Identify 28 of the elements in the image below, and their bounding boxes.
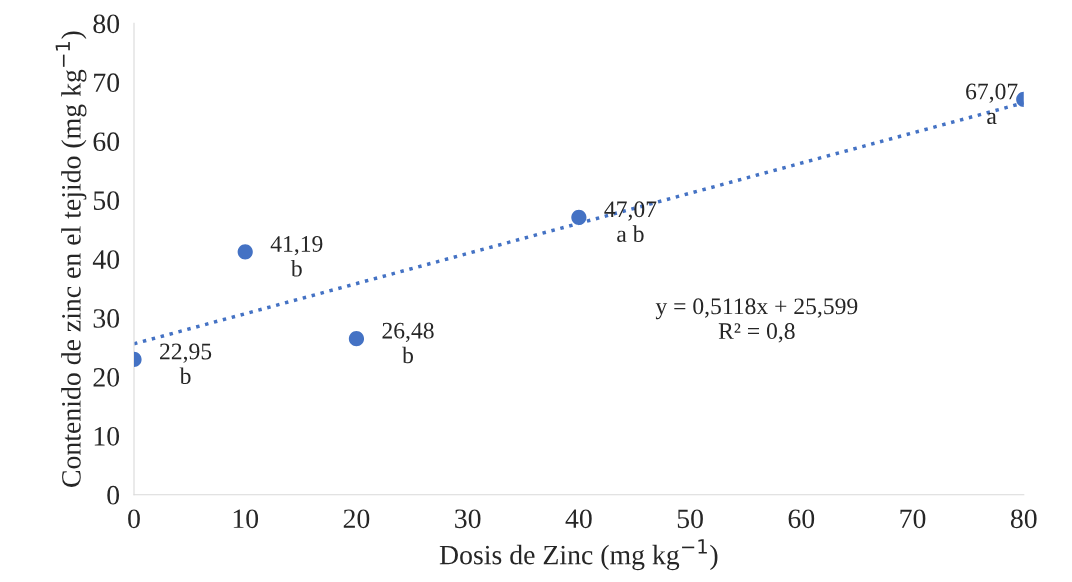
y-tick-label: 70 bbox=[94, 73, 120, 93]
x-tick-label: 10 bbox=[233, 509, 259, 529]
point bbox=[348, 331, 365, 347]
y-tick-label: 20 bbox=[93, 368, 120, 387]
x-tick-label: 60 bbox=[788, 509, 815, 529]
y-tick-label: 0 bbox=[107, 485, 120, 505]
y-tick-label: 10 bbox=[94, 426, 120, 446]
x-tick-label: 80 bbox=[1010, 509, 1037, 529]
x-tick-label: 0 bbox=[128, 509, 140, 529]
data-label: 67,07 a bbox=[966, 83, 1018, 125]
y-tick-label: 80 bbox=[93, 14, 120, 34]
x-tick-label: 20 bbox=[343, 509, 370, 529]
data-label: 26,48 b bbox=[382, 322, 434, 364]
x-axis-title: Dosis de Zinc (mg kg$^{−1}$) bbox=[439, 539, 718, 571]
x-tick-label: 40 bbox=[565, 509, 592, 529]
x-tick-label: 70 bbox=[900, 509, 926, 529]
x-tick-label: 30 bbox=[455, 509, 481, 529]
x-tick-label: 50 bbox=[677, 509, 703, 529]
data-label: 22,95 b bbox=[160, 343, 212, 385]
y-tick-label: 30 bbox=[93, 309, 120, 328]
y-axis-title: Contenido de zinc en el tejido (mg kg$^{−1}$) bbox=[55, 31, 87, 487]
point bbox=[237, 244, 253, 260]
data-label: 41,19 b bbox=[270, 236, 323, 277]
y-tick-label: 40 bbox=[92, 250, 120, 269]
y-tick-label: 60 bbox=[93, 132, 120, 152]
point bbox=[571, 209, 587, 225]
annotation: y = 0,5118x + 25,599 R² = 0,8 bbox=[655, 298, 858, 343]
y-tick-label: 50 bbox=[93, 191, 120, 210]
